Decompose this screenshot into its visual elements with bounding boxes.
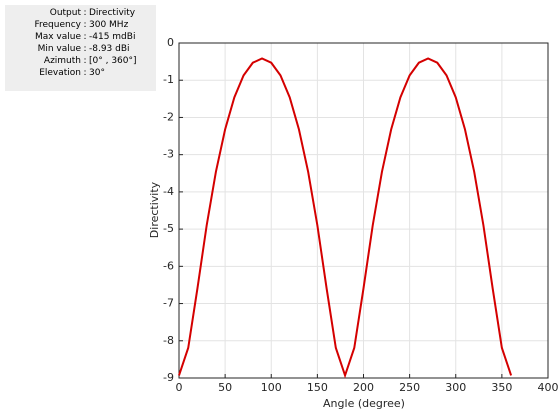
info-value: 300 MHz (89, 20, 129, 30)
x-tick-label: 0 (176, 381, 183, 394)
info-separator: : (83, 32, 87, 42)
info-separator: : (83, 8, 87, 18)
info-label: Min value (37, 44, 81, 54)
x-tick-label: 200 (353, 381, 374, 394)
info-separator: : (83, 56, 87, 66)
x-axis-label: Angle (degree) (323, 397, 405, 410)
info-label: Output (49, 8, 81, 18)
data-line (178, 57, 513, 379)
info-row: Max value: -415 mdBi (5, 31, 156, 43)
info-separator: : (83, 68, 87, 78)
info-separator: : (83, 44, 87, 54)
info-value: Directivity (89, 8, 136, 18)
info-value: -8.93 dBi (89, 44, 130, 54)
y-tick-label: -8 (163, 334, 174, 347)
x-tick-label: 300 (445, 381, 466, 394)
y-tick-label: -5 (163, 222, 174, 235)
y-tick-label: -9 (163, 371, 174, 384)
info-label: Frequency (34, 20, 82, 30)
y-tick-label: -7 (163, 297, 174, 310)
x-tick-label: 350 (491, 381, 512, 394)
y-axis-label: Directivity (148, 181, 161, 238)
info-box: Output: Directivity Frequency:300 MHz Max v… (5, 5, 156, 91)
info-row: Min value: -8.93 dBi (5, 43, 156, 55)
info-row: Azimuth: [0° , 360°] (5, 55, 156, 67)
y-tick-label: -3 (163, 148, 174, 161)
plot-frame (178, 42, 549, 379)
info-row: Output: Directivity (5, 7, 156, 19)
info-label: Azimuth (43, 56, 81, 66)
x-tick-label: 50 (218, 381, 232, 394)
info-row: Frequency:300 MHz (5, 19, 156, 31)
y-tick-label: -4 (163, 185, 174, 198)
info-value: -415 mdBi (89, 32, 136, 42)
y-tick-label: -2 (163, 110, 174, 123)
info-separator: : (83, 20, 87, 30)
info-label: Elevation (39, 68, 81, 78)
info-row: Elevation:30° (5, 67, 156, 79)
y-tick-label: -1 (163, 73, 174, 86)
info-label: Max value (34, 32, 81, 42)
x-tick-label: 100 (261, 381, 282, 394)
y-tick-label: 0 (167, 36, 174, 49)
x-tick-label: 400 (538, 381, 559, 394)
x-tick-label: 250 (399, 381, 420, 394)
info-value: 30° (89, 68, 105, 78)
y-tick-label: -6 (163, 259, 174, 272)
x-tick-label: 150 (307, 381, 328, 394)
info-value: [0° , 360°] (89, 56, 137, 66)
